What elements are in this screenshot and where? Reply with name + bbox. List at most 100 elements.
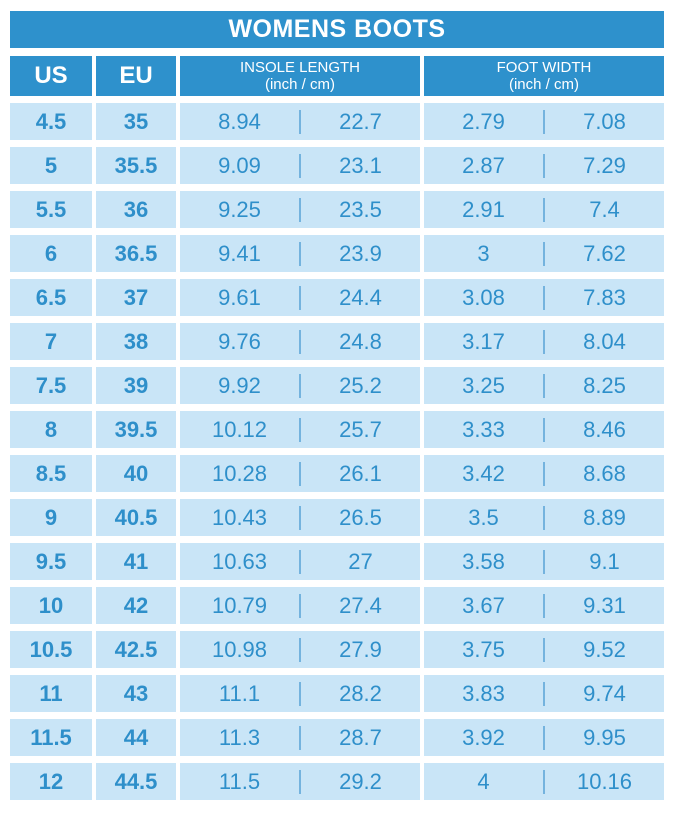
cell-foot-inch: 4 [477, 768, 490, 794]
cell-us: 8.5 [10, 455, 92, 492]
cell-insole-cm: 27.9 [339, 636, 382, 662]
table-row: 11 43 11.1 28.2 3.83 9.74 [10, 675, 664, 712]
cell-insole-inch: 11.1 [218, 680, 261, 706]
cell-divider [543, 637, 545, 662]
header-insole-title: INSOLE LENGTH [239, 58, 361, 76]
cell-divider [543, 681, 545, 706]
cell-insole-inch: 10.12 [211, 416, 268, 442]
cell-foot: 3.42 8.68 [424, 455, 664, 492]
cell-insole-inch: 9.61 [218, 284, 261, 310]
cell-us: 9 [10, 499, 92, 536]
cell-divider [543, 373, 545, 398]
cell-insole: 10.63 27 [180, 543, 420, 580]
cell-eu: 39 [96, 367, 176, 404]
table-header-row: US EU INSOLE LENGTH (inch / cm) FOOT WID… [10, 56, 664, 96]
cell-insole: 11.5 29.2 [180, 763, 420, 800]
cell-divider [299, 549, 301, 574]
cell-insole-cm: 24.8 [339, 328, 382, 354]
table-row: 12 44.5 11.5 29.2 4 10.16 [10, 763, 664, 800]
cell-eu: 43 [96, 675, 176, 712]
cell-insole-cm: 28.7 [339, 724, 382, 750]
cell-insole-cm: 28.2 [339, 680, 382, 706]
cell-insole-inch: 9.09 [218, 152, 261, 178]
cell-foot-cm: 8.68 [583, 460, 626, 486]
cell-insole: 11.1 28.2 [180, 675, 420, 712]
cell-eu: 42.5 [96, 631, 176, 668]
cell-us: 10.5 [10, 631, 92, 668]
cell-foot-cm: 7.08 [583, 108, 626, 134]
cell-divider [299, 461, 301, 486]
cell-divider [299, 373, 301, 398]
cell-foot: 4 10.16 [424, 763, 664, 800]
cell-insole: 9.61 24.4 [180, 279, 420, 316]
cell-eu: 38 [96, 323, 176, 360]
cell-insole-inch: 8.94 [218, 108, 261, 134]
cell-divider [543, 461, 545, 486]
cell-foot-inch: 3.58 [462, 548, 505, 574]
cell-foot: 2.79 7.08 [424, 103, 664, 140]
cell-foot: 3.92 9.95 [424, 719, 664, 756]
table-row: 11.5 44 11.3 28.7 3.92 9.95 [10, 719, 664, 756]
table-row: 6 36.5 9.41 23.9 3 7.62 [10, 235, 664, 272]
cell-eu: 42 [96, 587, 176, 624]
cell-insole: 10.79 27.4 [180, 587, 420, 624]
cell-foot-cm: 9.95 [583, 724, 626, 750]
cell-foot-inch: 3.5 [468, 504, 499, 530]
table-row: 7 38 9.76 24.8 3.17 8.04 [10, 323, 664, 360]
cell-us: 5.5 [10, 191, 92, 228]
cell-insole-cm: 23.1 [339, 152, 382, 178]
cell-insole: 9.25 23.5 [180, 191, 420, 228]
cell-divider [543, 549, 545, 574]
cell-insole-inch: 10.79 [211, 592, 268, 618]
cell-foot-cm: 10.16 [576, 768, 633, 794]
cell-foot: 3.67 9.31 [424, 587, 664, 624]
cell-insole-cm: 25.7 [339, 416, 382, 442]
cell-foot-inch: 3.92 [462, 724, 505, 750]
cell-us: 6.5 [10, 279, 92, 316]
cell-insole-cm: 25.2 [339, 372, 382, 398]
cell-divider [543, 153, 545, 178]
cell-foot-inch: 3.42 [462, 460, 505, 486]
cell-insole-cm: 26.1 [339, 460, 382, 486]
cell-foot: 3.58 9.1 [424, 543, 664, 580]
table-row: 10.5 42.5 10.98 27.9 3.75 9.52 [10, 631, 664, 668]
cell-insole-inch: 9.41 [218, 240, 261, 266]
cell-eu: 40.5 [96, 499, 176, 536]
cell-foot-cm: 9.31 [583, 592, 626, 618]
cell-insole-inch: 10.98 [211, 636, 268, 662]
header-insole-subtitle: (inch / cm) [264, 76, 335, 93]
cell-foot-cm: 8.46 [583, 416, 626, 442]
table-body: 4.5 35 8.94 22.7 2.79 7.08 5 35.5 9.09 2… [10, 103, 664, 800]
cell-foot-inch: 3.67 [462, 592, 505, 618]
cell-insole-inch: 9.25 [218, 196, 261, 222]
cell-foot: 3.83 9.74 [424, 675, 664, 712]
cell-insole-inch: 9.92 [218, 372, 261, 398]
table-row: 7.5 39 9.92 25.2 3.25 8.25 [10, 367, 664, 404]
cell-eu: 35 [96, 103, 176, 140]
table-row: 4.5 35 8.94 22.7 2.79 7.08 [10, 103, 664, 140]
cell-insole: 9.09 23.1 [180, 147, 420, 184]
table-row: 5.5 36 9.25 23.5 2.91 7.4 [10, 191, 664, 228]
cell-foot: 2.87 7.29 [424, 147, 664, 184]
cell-insole-cm: 23.5 [339, 196, 382, 222]
cell-insole-cm: 26.5 [339, 504, 382, 530]
cell-foot-inch: 3.33 [462, 416, 505, 442]
cell-foot: 3.17 8.04 [424, 323, 664, 360]
cell-divider [299, 109, 301, 134]
cell-divider [299, 505, 301, 530]
cell-eu: 40 [96, 455, 176, 492]
cell-foot: 3.5 8.89 [424, 499, 664, 536]
cell-divider [543, 769, 545, 794]
header-insole-length: INSOLE LENGTH (inch / cm) [180, 56, 420, 96]
cell-insole-cm: 27.4 [339, 592, 382, 618]
cell-us: 11.5 [10, 719, 92, 756]
cell-insole-cm: 27 [348, 548, 373, 574]
cell-foot-cm: 9.74 [583, 680, 626, 706]
table-row: 6.5 37 9.61 24.4 3.08 7.83 [10, 279, 664, 316]
cell-divider [299, 197, 301, 222]
cell-foot-cm: 9.1 [589, 548, 620, 574]
cell-foot-inch: 3.25 [462, 372, 505, 398]
cell-foot-inch: 3.83 [462, 680, 505, 706]
cell-insole-inch: 10.28 [211, 460, 268, 486]
cell-divider [299, 637, 301, 662]
